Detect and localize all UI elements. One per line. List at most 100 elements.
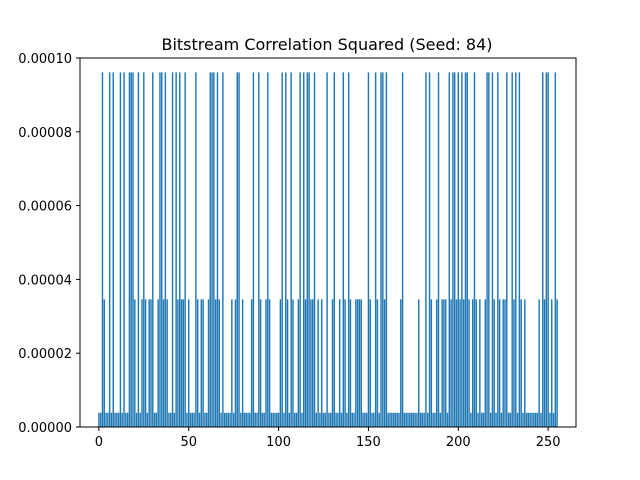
bar xyxy=(128,72,131,428)
bar xyxy=(241,299,244,427)
chart-title: Bitstream Correlation Squared (Seed: 84) xyxy=(161,35,492,54)
bar xyxy=(200,299,203,427)
bar xyxy=(295,412,298,427)
bar xyxy=(453,72,456,428)
axes-frame xyxy=(79,57,577,428)
bar xyxy=(484,299,486,427)
bar xyxy=(267,72,269,428)
bar xyxy=(254,412,256,427)
bar xyxy=(414,412,416,427)
bar xyxy=(256,412,258,427)
bar xyxy=(423,412,425,427)
bar xyxy=(509,412,512,427)
bar xyxy=(134,299,136,427)
bar xyxy=(387,412,389,427)
bar xyxy=(126,412,129,427)
bar xyxy=(524,299,526,427)
bar xyxy=(265,299,267,427)
bar xyxy=(507,412,510,427)
bar xyxy=(385,72,388,428)
bar xyxy=(211,72,213,428)
bar xyxy=(547,72,549,428)
bar xyxy=(346,412,348,427)
bar xyxy=(374,72,377,428)
bar xyxy=(516,412,519,427)
bar xyxy=(258,72,260,428)
bar xyxy=(362,412,364,427)
bar xyxy=(279,299,282,427)
bar xyxy=(146,412,149,427)
bars-layer xyxy=(98,72,558,428)
bar xyxy=(531,412,533,427)
bar xyxy=(202,299,204,427)
bar xyxy=(193,412,195,427)
bar xyxy=(177,299,179,427)
bar xyxy=(101,72,104,428)
bar xyxy=(137,72,140,428)
bar xyxy=(498,299,501,427)
bar xyxy=(455,299,458,427)
bar xyxy=(188,299,190,427)
bar xyxy=(491,72,494,428)
bar xyxy=(263,412,265,427)
bar xyxy=(259,299,262,427)
bar xyxy=(500,412,503,427)
bar xyxy=(157,299,159,427)
bar xyxy=(326,72,328,428)
bar xyxy=(173,412,176,427)
bar xyxy=(303,72,305,428)
bar xyxy=(522,412,524,427)
x-tick-label: 150 xyxy=(356,435,381,450)
bar xyxy=(162,299,165,427)
bar xyxy=(223,412,226,427)
bar xyxy=(139,412,141,427)
bar xyxy=(301,412,303,427)
bar xyxy=(270,412,273,427)
bar xyxy=(418,299,420,427)
bar xyxy=(155,412,158,427)
bar xyxy=(488,72,490,428)
bar xyxy=(409,412,411,427)
bar xyxy=(351,412,353,427)
bar xyxy=(153,412,156,427)
bar xyxy=(281,72,283,428)
bar xyxy=(554,72,557,428)
bar xyxy=(434,412,436,427)
bar xyxy=(527,412,530,427)
bar xyxy=(457,72,460,428)
bar xyxy=(444,299,447,427)
bar xyxy=(98,412,100,427)
bar xyxy=(252,72,255,428)
bar xyxy=(502,299,504,427)
bar xyxy=(297,299,300,427)
bar xyxy=(313,72,316,428)
bar xyxy=(329,412,332,427)
bar xyxy=(103,299,105,427)
bar xyxy=(290,72,292,428)
bar xyxy=(299,72,301,428)
bar xyxy=(542,72,544,428)
bar xyxy=(504,299,506,427)
y-tick-label: 0.00004 xyxy=(18,273,72,288)
bar xyxy=(540,412,542,427)
bar xyxy=(403,412,406,427)
bar xyxy=(245,412,247,427)
bar xyxy=(407,412,409,427)
bar xyxy=(116,412,118,427)
bar xyxy=(459,299,461,427)
bar xyxy=(196,299,199,427)
bar xyxy=(448,72,451,428)
bar xyxy=(292,299,294,427)
bar xyxy=(229,412,231,427)
bar xyxy=(398,412,400,427)
bar xyxy=(247,412,249,427)
bar xyxy=(198,412,201,427)
bar xyxy=(401,72,404,428)
bar xyxy=(114,412,116,427)
bar xyxy=(335,412,337,427)
bar xyxy=(369,299,371,427)
bar xyxy=(430,299,433,427)
bar xyxy=(125,412,127,427)
y-tick-label: 0.00000 xyxy=(18,421,72,436)
